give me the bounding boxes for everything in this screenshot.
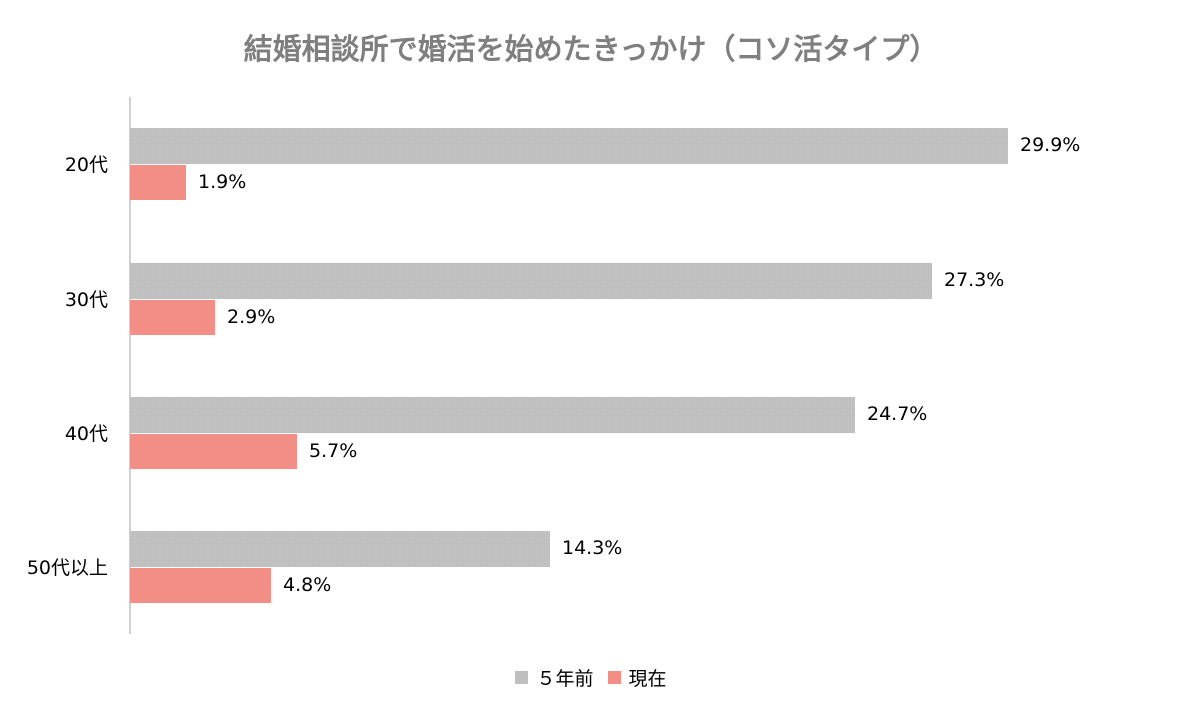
category-label: 40代 xyxy=(64,423,108,445)
bar-5-years-ago xyxy=(130,531,550,567)
legend-swatch-red xyxy=(607,671,621,684)
data-label: 24.7% xyxy=(867,403,928,425)
data-label: 2.9% xyxy=(227,306,276,328)
category-label: 20代 xyxy=(64,154,108,176)
data-label: 14.3% xyxy=(562,537,623,559)
legend-item-current: 現在 xyxy=(607,664,667,691)
category-group: 40代 24.7% 5.7% xyxy=(0,397,1182,472)
category-group: 20代 29.9% 1.9% xyxy=(0,128,1182,203)
legend-item-5-years-ago: ５年前 xyxy=(515,664,594,691)
data-label: 29.9% xyxy=(1020,134,1081,156)
bar-5-years-ago xyxy=(130,263,932,299)
bar-current xyxy=(130,434,297,469)
chart-title: 結婚相談所で婚活を始めたきっかけ（コソ活タイプ） xyxy=(243,32,939,66)
bar-5-years-ago xyxy=(130,128,1008,164)
data-label: 5.7% xyxy=(309,440,358,462)
category-axis-line xyxy=(129,97,131,634)
legend-label: 現在 xyxy=(628,668,667,690)
bar-5-years-ago xyxy=(130,397,855,433)
data-label: 1.9% xyxy=(198,171,247,193)
bar-current xyxy=(130,165,186,200)
bar-current xyxy=(130,568,271,603)
legend-swatch-gray xyxy=(515,671,529,684)
data-label: 27.3% xyxy=(944,269,1005,291)
data-label: 4.8% xyxy=(283,574,332,596)
category-label: 30代 xyxy=(64,289,108,311)
category-label: 50代以上 xyxy=(26,557,108,579)
bar-current xyxy=(130,300,215,335)
category-group: 30代 27.3% 2.9% xyxy=(0,263,1182,338)
legend-label: ５年前 xyxy=(536,668,594,690)
category-group: 50代以上 14.3% 4.8% xyxy=(0,531,1182,606)
legend: ５年前 現在 xyxy=(0,664,1182,691)
